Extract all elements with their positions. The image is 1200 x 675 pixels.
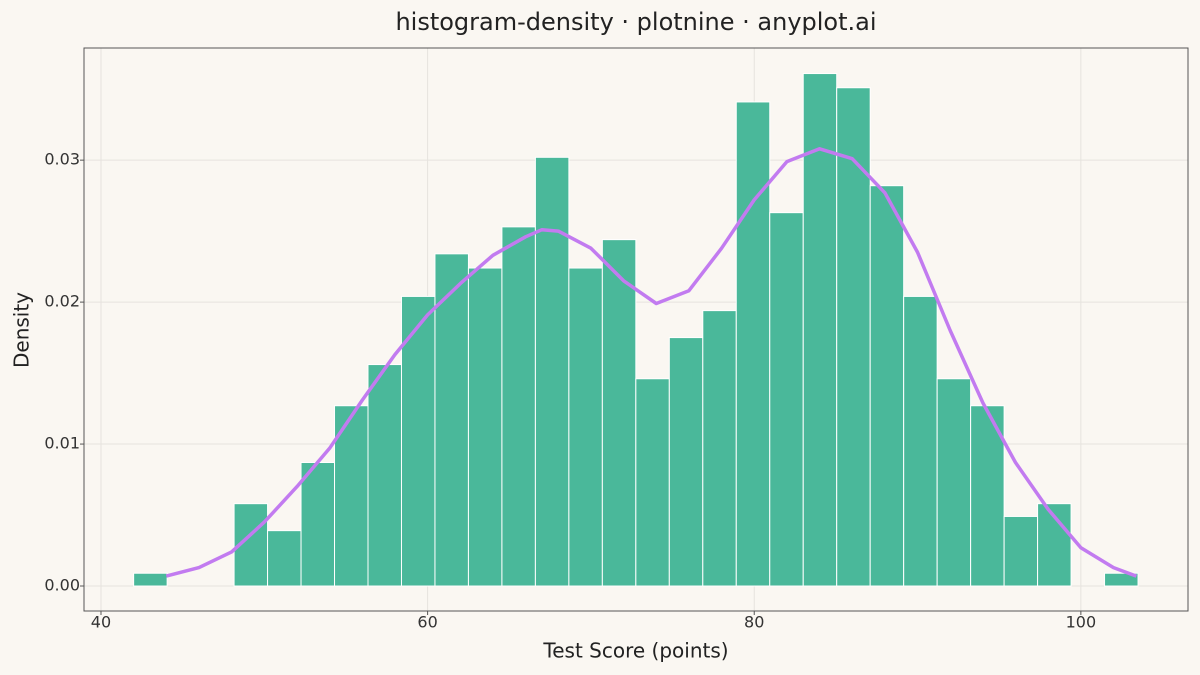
x-tick-label: 60 bbox=[417, 613, 437, 632]
bar bbox=[635, 378, 670, 587]
x-tick-label: 100 bbox=[1066, 613, 1097, 632]
density-curve bbox=[165, 147, 1138, 578]
y-tick-label: 0.03 bbox=[44, 150, 80, 169]
bar bbox=[400, 295, 436, 587]
bar bbox=[936, 378, 972, 587]
bar bbox=[1003, 515, 1039, 587]
bar bbox=[501, 226, 536, 587]
bar bbox=[133, 572, 168, 587]
x-tick-label: 40 bbox=[91, 613, 111, 632]
bar bbox=[367, 364, 402, 587]
bar bbox=[903, 295, 938, 587]
x-axis-label: Test Score (points) bbox=[542, 639, 728, 663]
bar bbox=[869, 185, 905, 587]
y-tick-label: 0.02 bbox=[44, 292, 80, 311]
bar bbox=[467, 267, 503, 587]
bar bbox=[668, 337, 704, 587]
y-tick-label: 0.01 bbox=[44, 434, 80, 453]
bar bbox=[735, 101, 771, 587]
bar bbox=[601, 239, 637, 587]
y-tick-label: 0.00 bbox=[44, 576, 80, 595]
bar bbox=[434, 253, 469, 587]
bar bbox=[568, 267, 603, 587]
bar bbox=[702, 310, 737, 587]
bar bbox=[534, 156, 570, 587]
chart-title: histogram-density · plotnine · anyplot.a… bbox=[395, 8, 876, 36]
bar bbox=[802, 73, 838, 587]
bar bbox=[300, 462, 336, 587]
x-tick-label: 80 bbox=[744, 613, 764, 632]
plot-frame bbox=[83, 47, 1189, 612]
bar bbox=[769, 212, 804, 587]
bar bbox=[1104, 572, 1139, 587]
bar bbox=[970, 405, 1005, 587]
y-axis-label: Density bbox=[10, 292, 34, 368]
bar bbox=[267, 530, 302, 587]
